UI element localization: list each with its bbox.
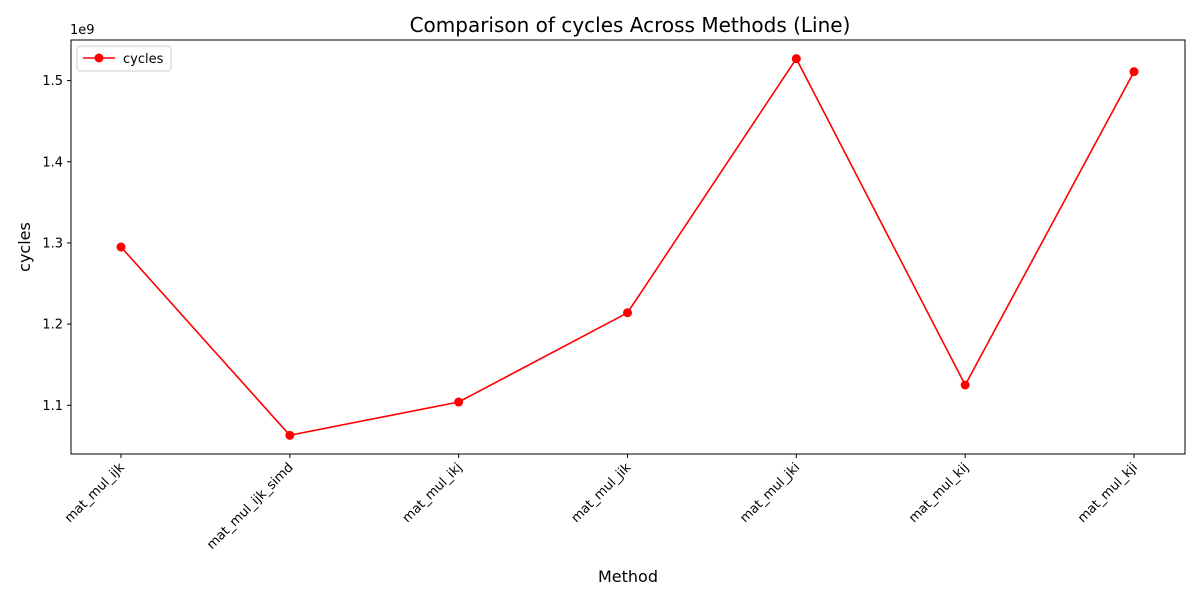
axes-frame xyxy=(70,39,1186,455)
y-tick-label: 1.2 xyxy=(42,318,63,333)
y-tick-label: 1.1 xyxy=(42,399,63,414)
legend-box xyxy=(76,45,172,72)
data-point-mat_mul_ijk_simd xyxy=(285,430,295,440)
legend: cycles xyxy=(76,45,172,72)
data-point-mat_mul_jik xyxy=(623,308,632,318)
chart-title: Comparison of cycles Across Methods (Lin… xyxy=(410,13,851,37)
y-offset-label: 1e9 xyxy=(70,23,95,38)
legend-marker-swatch xyxy=(94,53,104,63)
data-point-mat_mul_ijk xyxy=(116,242,126,252)
y-tick-label: 1.4 xyxy=(42,155,63,170)
data-point-mat_mul_ikj xyxy=(454,397,464,407)
legend-label: cycles xyxy=(123,52,164,67)
y-tick-label: 1.3 xyxy=(42,236,63,251)
y-axis-label: cycles xyxy=(15,222,34,272)
data-point-mat_mul_kij xyxy=(960,380,970,390)
y-tick-label: 1.5 xyxy=(42,74,63,89)
x-axis-label: Method xyxy=(598,567,658,586)
data-point-mat_mul_jki xyxy=(791,54,801,64)
data-point-mat_mul_kji xyxy=(1129,67,1139,77)
